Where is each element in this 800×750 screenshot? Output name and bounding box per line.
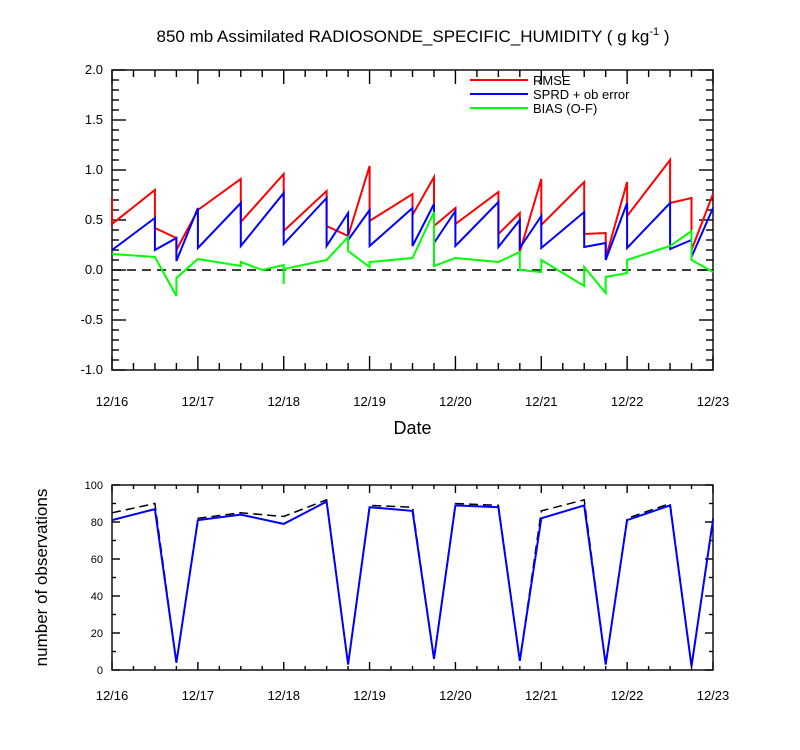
top-x-tick-label: 12/19 [353,394,386,409]
bottom-x-tick-label: 12/23 [697,688,730,703]
bottom-x-tick-label: 12/16 [96,688,129,703]
top-x-tick-label: 12/16 [96,394,129,409]
top-y-tick-label: 1.0 [85,162,103,177]
top-y-tick-label: -0.5 [81,312,103,327]
bottom-series-used [111,500,714,667]
top-chart: 12/16 12/17 12/18 12/19 12/20 12/21 12/22 12/23… [81,62,730,438]
bottom-y-tick-label: 0 [97,665,103,677]
bottom-x-tick-label: 12/18 [267,688,300,703]
top-y-tick-label: -1.0 [81,362,103,377]
top-x-tick-label: 12/18 [267,394,300,409]
bottom-y-tick-label: 100 [85,480,103,492]
bottom-x-tick-label: 12/21 [525,688,558,703]
bottom-y-tick-label: 80 [91,517,103,529]
bottom-y-tick-label: 20 [91,628,103,640]
legend-label-rmse: RMSE [533,73,571,88]
bottom-chart: 12/16 12/17 12/18 12/19 12/20 12/21 12/22 12/23… [32,480,729,703]
top-x-tick-label: 12/20 [439,394,472,409]
bottom-x-tick-label: 12/22 [611,688,644,703]
top-y-tick-label: 1.5 [85,112,103,127]
bottom-x-tick-label: 12/19 [353,688,386,703]
top-x-tick-label: 12/21 [525,394,558,409]
top-x-tick-label: 12/22 [611,394,644,409]
top-x-tick-label: 12/23 [697,394,730,409]
chart-title: 850 mb Assimilated RADIOSONDE_SPECIFIC_H… [157,26,670,46]
bottom-x-tick-label: 12/20 [439,688,472,703]
bottom-x-tick-label: 12/17 [182,688,215,703]
top-y-tick-label: 0.0 [85,262,103,277]
bottom-y-axis-title: number of observations [32,489,51,667]
top-y-tick-label: 0.5 [85,212,103,227]
top-x-axis-title: Date [393,418,431,438]
top-y-tick-label: 2.0 [85,62,103,77]
legend-label-bias-o-f: BIAS (O-F) [533,101,597,116]
bottom-series-possible [111,498,714,667]
top-series-bias-o-f [111,211,714,297]
bottom-y-tick-label: 40 [91,591,103,603]
bottom-y-tick-label: 60 [91,554,103,566]
top-x-tick-label: 12/17 [182,394,215,409]
legend-label-sprd-ob-error: SPRD + ob error [533,87,630,102]
